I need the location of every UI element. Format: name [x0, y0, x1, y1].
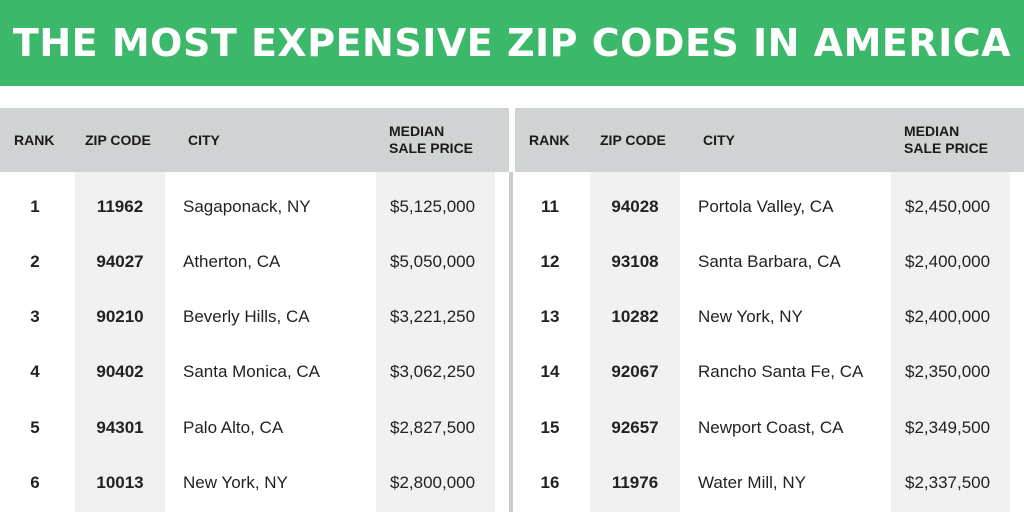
city-cell: Santa Barbara, CA [698, 251, 841, 271]
table-row: 11 94028 Portola Valley, CA $2,450,000 [515, 179, 1024, 234]
table-row: 1 11962 Sagaponack, NY $5,125,000 [0, 179, 509, 234]
price-cell: $2,400,000 [905, 251, 991, 271]
price-cell: $3,062,250 [390, 362, 476, 382]
table-header-row: RANK ZIP CODE CITY MEDIAN SALE PRICE [515, 108, 1024, 172]
table-row: 15 92657 Newport Coast, CA $2,349,500 [515, 400, 1024, 455]
zip-cell: 94027 [96, 251, 144, 271]
rank-cell: 14 [540, 362, 560, 382]
header-zip-code: ZIP CODE [600, 131, 666, 148]
rank-cell: 3 [30, 307, 40, 327]
price-cell: $2,337,500 [905, 473, 991, 492]
rank-cell: 13 [540, 307, 560, 327]
header-price-line2: SALE PRICE [904, 140, 989, 156]
header-price-line2: SALE PRICE [389, 140, 474, 156]
city-cell: Newport Coast, CA [698, 417, 844, 437]
rank-cell: 1 [30, 196, 40, 216]
rank-cell: 11 [541, 196, 559, 216]
column-stripe [590, 172, 680, 512]
column-stripe [376, 172, 495, 512]
table-divider [509, 172, 513, 512]
table-row: 4 90402 Santa Monica, CA $3,062,250 [0, 345, 509, 400]
zip-cell: 92067 [611, 362, 659, 382]
price-cell: $2,800,000 [390, 473, 476, 492]
zip-cell: 11976 [611, 473, 659, 492]
rank-cell: 2 [30, 251, 40, 271]
price-cell: $2,827,500 [390, 417, 476, 437]
zip-cell: 90210 [96, 307, 144, 327]
price-cell: $2,350,000 [905, 362, 991, 382]
rank-cell: 5 [30, 417, 40, 437]
column-stripe [75, 172, 165, 512]
city-cell: New York, NY [183, 473, 288, 492]
page-title: THE MOST EXPENSIVE ZIP CODES IN AMERICA [12, 21, 1012, 65]
price-cell: $2,349,500 [905, 417, 991, 437]
zip-cell: 10013 [96, 473, 144, 492]
rank-cell: 4 [30, 362, 40, 382]
price-cell: $5,125,000 [390, 196, 476, 216]
table-left: RANK ZIP CODE CITY MEDIAN SALE PRICE 1 11962 Sa… [0, 108, 509, 512]
price-cell: $3,221,250 [390, 307, 476, 327]
table-row: 14 92067 Rancho Santa Fe, CA $2,350,000 [515, 345, 1024, 400]
zip-cell: 90402 [96, 362, 144, 382]
table-row: 16 11976 Water Mill, NY $2,337,500 [515, 456, 1024, 511]
zip-cell: 94028 [611, 196, 659, 216]
city-cell: Beverly Hills, CA [183, 307, 310, 327]
header-rank: RANK [14, 131, 55, 148]
rank-cell: 15 [540, 417, 560, 437]
table-row: 6 10013 New York, NY $2,800,000 [0, 456, 509, 511]
header-median-sale-price: MEDIAN SALE PRICE [904, 108, 988, 172]
table-row: 5 94301 Palo Alto, CA $2,827,500 [0, 400, 509, 455]
rank-cell: 12 [540, 251, 560, 271]
header-city: CITY [703, 131, 735, 148]
table-row: 13 10282 New York, NY $2,400,000 [515, 290, 1024, 345]
price-cell: $2,400,000 [905, 307, 991, 327]
city-cell: New York, NY [698, 307, 803, 327]
header-zip-code: ZIP CODE [85, 131, 151, 148]
table-row: 2 94027 Atherton, CA $5,050,000 [0, 234, 509, 289]
city-cell: Atherton, CA [183, 251, 281, 271]
title-banner: THE MOST EXPENSIVE ZIP CODES IN AMERICA [0, 0, 1024, 86]
zip-cell: 92657 [611, 417, 659, 437]
table-row: 12 93108 Santa Barbara, CA $2,400,000 [515, 234, 1024, 289]
zip-cell: 94301 [96, 417, 144, 437]
header-rank: RANK [529, 131, 570, 148]
table-right: RANK ZIP CODE CITY MEDIAN SALE PRICE 11 94028 P… [515, 108, 1024, 512]
price-cell: $2,450,000 [905, 196, 991, 216]
zip-cell: 93108 [611, 251, 659, 271]
city-cell: Santa Monica, CA [183, 362, 321, 382]
rank-cell: 6 [30, 473, 40, 492]
zip-cell: 10282 [611, 307, 659, 327]
table-row: 3 90210 Beverly Hills, CA $3,221,250 [0, 290, 509, 345]
price-cell: $5,050,000 [390, 251, 476, 271]
city-cell: Portola Valley, CA [698, 196, 834, 216]
city-cell: Water Mill, NY [698, 473, 806, 492]
city-cell: Rancho Santa Fe, CA [698, 362, 864, 382]
city-cell: Palo Alto, CA [183, 417, 284, 437]
header-city: CITY [188, 131, 220, 148]
column-stripe [891, 172, 1010, 512]
rank-cell: 16 [540, 473, 560, 492]
header-median-sale-price: MEDIAN SALE PRICE [389, 108, 473, 172]
zip-cell: 11962 [96, 196, 144, 216]
header-price-line1: MEDIAN [904, 123, 960, 139]
table-header-row: RANK ZIP CODE CITY MEDIAN SALE PRICE [0, 108, 509, 172]
header-price-line1: MEDIAN [389, 123, 445, 139]
city-cell: Sagaponack, NY [183, 196, 311, 216]
